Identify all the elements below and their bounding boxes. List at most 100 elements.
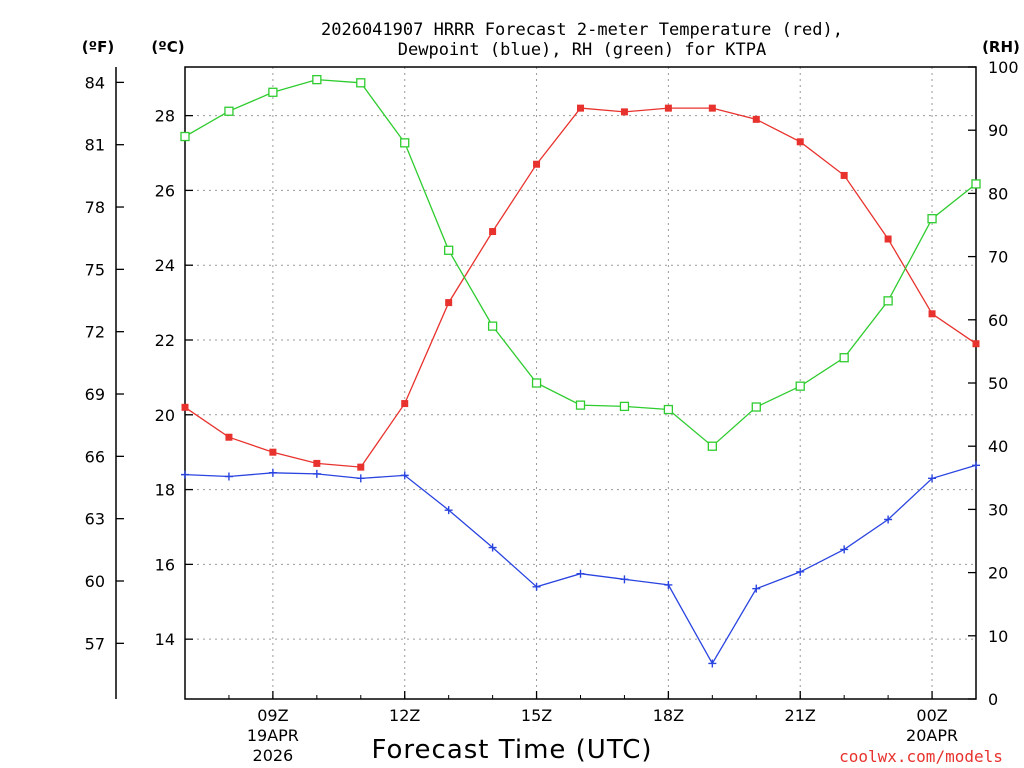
rh-axis: 0 10 20 30 40 50 60 70 80 90 100	[968, 58, 1019, 709]
fahrenheit-tick-label: 69	[85, 385, 105, 404]
2-meter-temperature-point	[928, 310, 936, 318]
rh-point	[927, 214, 937, 224]
celsius-tick-label: 26	[155, 181, 175, 200]
date-label: 20APR	[906, 726, 958, 745]
2-meter-temperature-point	[840, 171, 848, 179]
fahrenheit-tick-label: 60	[85, 572, 105, 591]
rh-point	[356, 78, 366, 88]
2-meter-temperature-point	[796, 138, 804, 146]
2-meter-temperature-point	[269, 448, 277, 456]
chart-title-line-2: Dewpoint (blue), RH (green) for KTPA	[398, 40, 766, 60]
rh-point	[268, 87, 278, 97]
celsius-tick-label: 18	[155, 481, 175, 500]
rh-point	[531, 378, 542, 388]
rh-tick-label: 0	[988, 690, 998, 709]
rh-point	[224, 106, 234, 116]
rh-tick-label: 60	[988, 311, 1008, 330]
dewpoint-point	[400, 471, 409, 480]
dewpoint-point	[268, 468, 277, 477]
dewpoint-point	[224, 472, 233, 481]
time-tick-label: 15Z	[521, 706, 552, 725]
fahrenheit-tick-label: 66	[85, 447, 105, 466]
2-meter-temperature-point	[664, 104, 672, 112]
dewpoint-point	[532, 582, 541, 591]
celsius-tick-label: 14	[155, 630, 175, 649]
plot-frame	[184, 66, 977, 700]
dewpoint-point	[840, 545, 849, 554]
2-meter-temperature-point	[708, 104, 716, 112]
celsius-tick-label: 28	[155, 107, 175, 126]
2-meter-temperature-point	[533, 160, 541, 168]
dewpoint-point	[356, 474, 365, 483]
2-meter-temperature-point	[313, 459, 321, 467]
x-axis-label: Forecast Time (UTC)	[371, 735, 652, 765]
date-label: 19APR	[247, 726, 299, 745]
rh-unit-label: (RH)	[982, 38, 1020, 56]
dewpoint-point	[444, 506, 453, 515]
2-meter-temperature-point	[620, 108, 628, 116]
rh-tick-label: 40	[988, 437, 1008, 456]
2-meter-temperature-point	[972, 340, 980, 348]
fahrenheit-tick-label: 57	[85, 634, 105, 653]
dewpoint-series	[181, 461, 980, 668]
dewpoint-point	[488, 543, 497, 552]
celsius-tick-label: 22	[155, 331, 175, 350]
rh-tick-label: 10	[988, 627, 1008, 646]
celsius-unit-label: (ºC)	[151, 38, 184, 56]
celsius-tick-label: 20	[155, 406, 175, 425]
dewpoint-point	[181, 470, 189, 479]
dewpoint-point	[928, 474, 937, 483]
time-tick-label: 00Z	[916, 706, 947, 725]
celsius-tick-label: 16	[155, 555, 175, 574]
2-meter-temperature-point	[357, 463, 365, 471]
fahrenheit-tick-label: 75	[85, 260, 105, 279]
rh-point	[751, 402, 761, 412]
2-meter-temperature-point	[445, 299, 453, 307]
time-tick-label: 12Z	[389, 706, 420, 725]
celsius-tick-label: 24	[155, 256, 175, 275]
rh-tick-label: 90	[988, 121, 1008, 140]
rh-point	[180, 131, 190, 142]
time-tick-label: 21Z	[785, 706, 816, 725]
2-meter-temperature-point	[489, 228, 497, 236]
rh-point	[795, 381, 805, 391]
rh-point	[487, 321, 498, 331]
dewpoint-point	[576, 569, 585, 578]
dewpoint-point	[796, 567, 805, 576]
dewpoint-point	[312, 469, 321, 478]
rh-tick-label: 20	[988, 564, 1008, 583]
rh-series	[180, 74, 981, 451]
2-meter-temperature-point	[752, 115, 760, 123]
dewpoint-point	[884, 515, 893, 524]
rh-point	[707, 441, 717, 451]
fahrenheit-axis: 57 60 63 66 69 72 75 78 81 84	[85, 73, 124, 653]
time-tick-label: 18Z	[653, 706, 684, 725]
fahrenheit-unit-label: (ºF)	[82, 38, 114, 56]
rh-tick-label: 70	[988, 248, 1008, 267]
2-meter-temperature-series	[181, 104, 980, 471]
rh-point	[619, 401, 630, 412]
chart-title-line-1: 2026041907 HRRR Forecast 2-meter Tempera…	[321, 20, 843, 40]
2-meter-temperature-point	[884, 235, 892, 243]
rh-point	[575, 400, 586, 410]
2-meter-temperature-line	[184, 107, 977, 468]
rh-point	[971, 179, 981, 189]
rh-point	[312, 74, 322, 85]
dewpoint-point	[972, 461, 980, 470]
rh-point	[400, 138, 410, 148]
grid-lines	[185, 67, 976, 699]
fahrenheit-tick-label: 63	[85, 510, 105, 529]
rh-point	[883, 296, 893, 306]
2-meter-temperature-point	[181, 403, 189, 411]
rh-line	[184, 78, 977, 448]
fahrenheit-tick-label: 81	[85, 136, 105, 155]
2-meter-temperature-point	[225, 433, 233, 441]
fahrenheit-tick-label: 78	[85, 198, 105, 217]
time-tick-label: 09Z	[257, 706, 288, 725]
dewpoint-point	[708, 659, 717, 668]
rh-tick-label: 100	[988, 58, 1019, 77]
series-group	[180, 74, 981, 668]
2-meter-temperature-point	[577, 104, 584, 112]
year-label: 2026	[253, 746, 294, 765]
